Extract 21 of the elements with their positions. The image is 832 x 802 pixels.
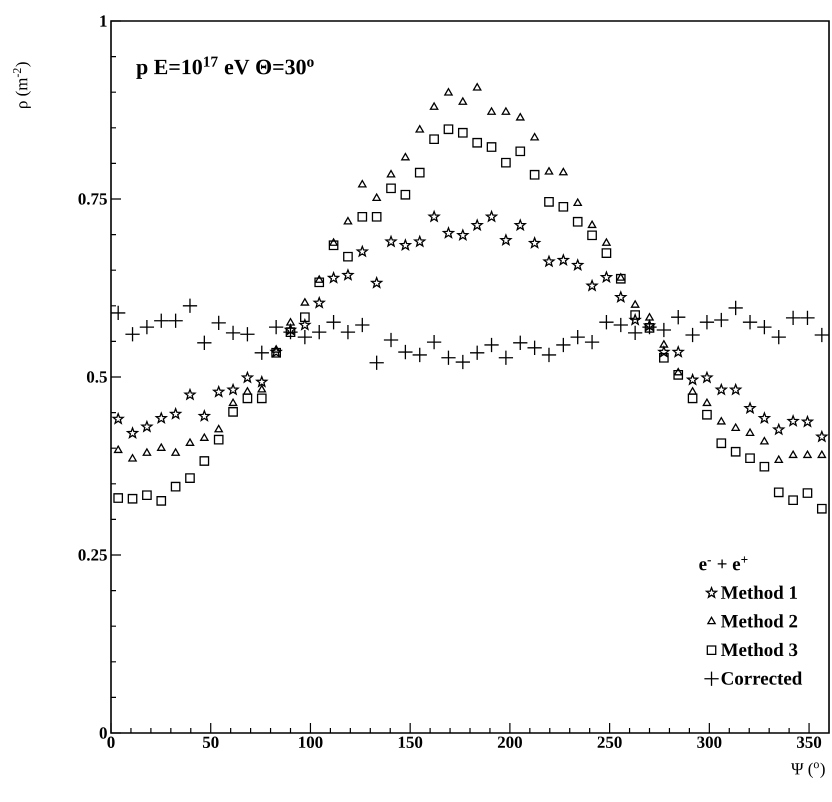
y-tick-label: 0.5: [86, 371, 107, 383]
annotation: p E=10$^{17}$ eV Θ=30$^{o}$: [136, 56, 314, 79]
x-tick-label: 200: [498, 736, 522, 748]
x-tick-label: 350: [797, 736, 822, 748]
x-tick-label: 100: [299, 736, 323, 748]
x-tick-label: 300: [697, 736, 722, 748]
x-axis-title: Ψ ($^{o}$): [791, 762, 825, 778]
legend-label: Method 2: [720, 614, 798, 628]
x-tick-label: 250: [598, 736, 622, 748]
legend-label: Method 1: [720, 586, 797, 599]
y-tick-label: 0.25: [78, 549, 107, 561]
x-tick-label: 50: [202, 736, 219, 748]
legend-label: Corrected: [722, 671, 802, 685]
x-tick-label: 0: [107, 736, 115, 748]
y-tick-label: 1: [100, 15, 107, 27]
legend-label: Method 3: [720, 642, 798, 656]
y-tick-label: 0.75: [78, 193, 107, 205]
x-tick-label: 150: [398, 736, 422, 748]
y-axis-title: ρ (m$^{-2}$): [13, 62, 31, 108]
y-tick-label: 0: [100, 727, 107, 739]
legend-title: e$^{-}$ + e$^{+}$: [699, 556, 748, 570]
